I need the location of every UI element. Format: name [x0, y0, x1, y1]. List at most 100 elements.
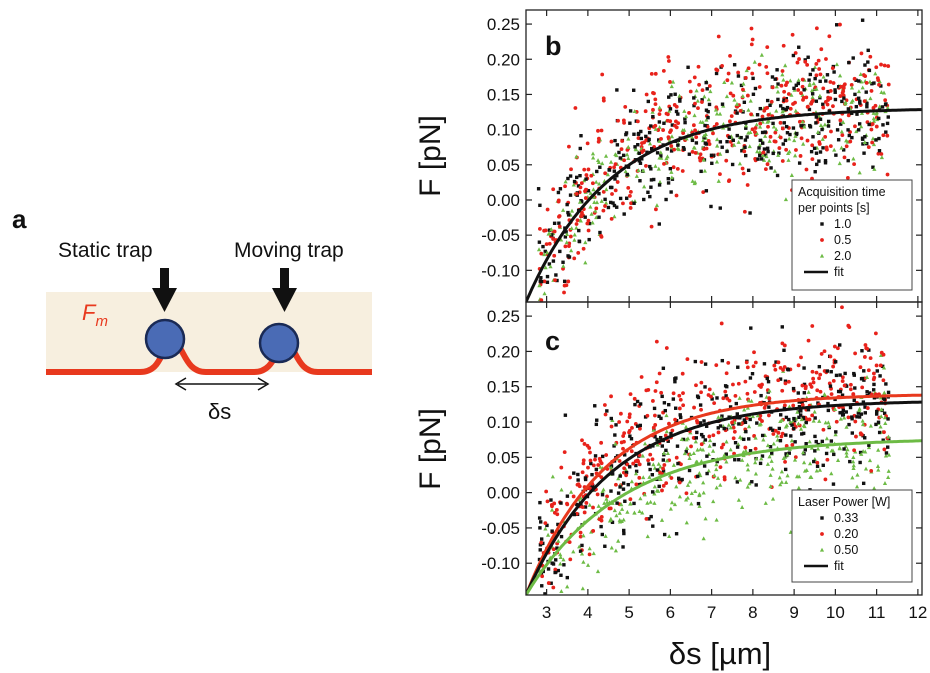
- data-point-c-0.20: [622, 439, 626, 444]
- data-point-c-0.50: [558, 555, 563, 559]
- legend-label-b-0.5: 0.5: [834, 233, 851, 247]
- data-point-b-0.5: [743, 75, 748, 80]
- data-point-c-0.50: [769, 459, 774, 463]
- data-point-c-0.50: [737, 434, 743, 439]
- data-point-b-1.0: [659, 154, 663, 158]
- data-point-c-0.33: [737, 458, 741, 462]
- data-point-b-1.0: [647, 130, 652, 135]
- data-point-c-0.33: [676, 461, 680, 466]
- data-point-c-0.20: [539, 540, 544, 545]
- data-point-c-0.50: [556, 538, 561, 543]
- data-point-c-0.50: [763, 501, 768, 505]
- data-point-b-1.0: [740, 149, 744, 153]
- data-point-c-0.33: [687, 468, 692, 473]
- data-point-c-0.33: [576, 472, 580, 477]
- data-point-b-0.5: [612, 165, 616, 170]
- data-point-c-0.50: [701, 536, 706, 541]
- y-tick-label-b: 0.00: [487, 191, 520, 210]
- data-point-c-0.20: [637, 462, 642, 467]
- data-point-b-1.0: [833, 90, 837, 94]
- data-point-c-0.50: [881, 365, 887, 370]
- data-point-c-0.20: [716, 430, 721, 435]
- data-point-b-0.5: [586, 167, 591, 172]
- data-point-b-1.0: [879, 84, 883, 88]
- data-point-b-0.5: [766, 112, 771, 117]
- data-point-c-0.33: [572, 471, 576, 475]
- data-point-b-0.5: [629, 201, 633, 206]
- chart-b: -0.10-0.050.000.050.100.150.200.25 b F […: [414, 9, 923, 303]
- data-point-b-2.0: [704, 117, 709, 122]
- data-point-b-0.5: [698, 152, 703, 157]
- data-point-c-0.33: [594, 467, 599, 472]
- data-point-b-0.5: [828, 144, 833, 149]
- data-point-c-0.20: [868, 356, 873, 361]
- data-point-c-0.33: [565, 575, 570, 580]
- data-point-c-0.50: [715, 475, 721, 480]
- data-point-b-1.0: [645, 150, 649, 154]
- data-point-c-0.33: [748, 376, 753, 380]
- data-point-b-1.0: [883, 102, 888, 107]
- data-point-c-0.50: [740, 505, 745, 509]
- data-point-c-0.20: [650, 457, 655, 462]
- data-point-c-0.50: [648, 499, 653, 504]
- data-point-b-1.0: [725, 149, 729, 154]
- data-point-b-1.0: [640, 157, 644, 161]
- data-point-b-1.0: [877, 116, 881, 121]
- data-point-b-2.0: [603, 200, 609, 205]
- data-point-c-0.50: [882, 481, 888, 485]
- data-point-c-0.20: [731, 425, 736, 430]
- data-point-b-2.0: [577, 199, 583, 204]
- data-point-b-0.5: [623, 104, 628, 109]
- data-point-b-0.5: [797, 119, 802, 124]
- data-point-c-0.50: [625, 509, 630, 514]
- data-point-b-1.0: [579, 134, 583, 138]
- data-point-b-2.0: [636, 168, 641, 173]
- data-point-b-1.0: [833, 97, 838, 102]
- data-point-c-0.50: [558, 561, 563, 566]
- data-point-b-2.0: [656, 166, 661, 171]
- data-point-c-0.50: [845, 447, 850, 452]
- data-point-b-2.0: [764, 154, 769, 159]
- data-point-b-0.5: [583, 196, 588, 200]
- data-point-b-1.0: [814, 151, 819, 155]
- data-point-c-0.50: [620, 506, 625, 511]
- data-point-c-0.33: [556, 568, 560, 573]
- data-point-c-0.20: [605, 494, 609, 499]
- data-point-b-1.0: [795, 131, 799, 136]
- data-point-c-0.20: [545, 499, 550, 504]
- data-point-c-0.33: [669, 431, 673, 436]
- data-point-b-2.0: [812, 65, 818, 69]
- data-point-b-1.0: [818, 79, 822, 84]
- data-point-c-0.20: [677, 393, 682, 398]
- data-point-b-1.0: [583, 215, 587, 219]
- data-point-c-0.50: [808, 461, 813, 466]
- data-point-c-0.50: [737, 395, 742, 400]
- data-point-b-1.0: [657, 120, 662, 124]
- data-point-c-0.20: [645, 413, 650, 418]
- data-point-c-0.33: [652, 406, 657, 411]
- data-point-b-2.0: [647, 141, 653, 146]
- data-point-b-1.0: [856, 128, 861, 132]
- data-point-c-0.20: [694, 383, 698, 388]
- data-point-c-0.20: [840, 379, 845, 383]
- data-point-c-0.50: [779, 469, 784, 474]
- data-point-b-2.0: [590, 151, 596, 156]
- data-point-c-0.33: [735, 480, 740, 484]
- data-point-b-2.0: [736, 140, 741, 144]
- data-point-b-1.0: [756, 157, 760, 161]
- data-point-c-0.33: [886, 445, 890, 449]
- data-point-c-0.33: [798, 413, 803, 417]
- data-point-b-1.0: [639, 136, 644, 141]
- data-point-c-0.20: [790, 443, 795, 447]
- data-point-c-0.33: [660, 444, 665, 448]
- data-point-c-0.50: [617, 517, 622, 522]
- x-tick-label: 8: [748, 603, 757, 622]
- data-point-c-0.33: [838, 411, 842, 415]
- data-point-b-0.5: [609, 216, 614, 221]
- data-point-b-0.5: [883, 98, 888, 103]
- data-point-c-0.33: [789, 434, 793, 438]
- data-point-c-0.20: [646, 458, 651, 463]
- data-point-c-0.33: [673, 406, 678, 410]
- data-point-c-0.50: [761, 437, 766, 442]
- data-point-b-0.5: [674, 125, 679, 130]
